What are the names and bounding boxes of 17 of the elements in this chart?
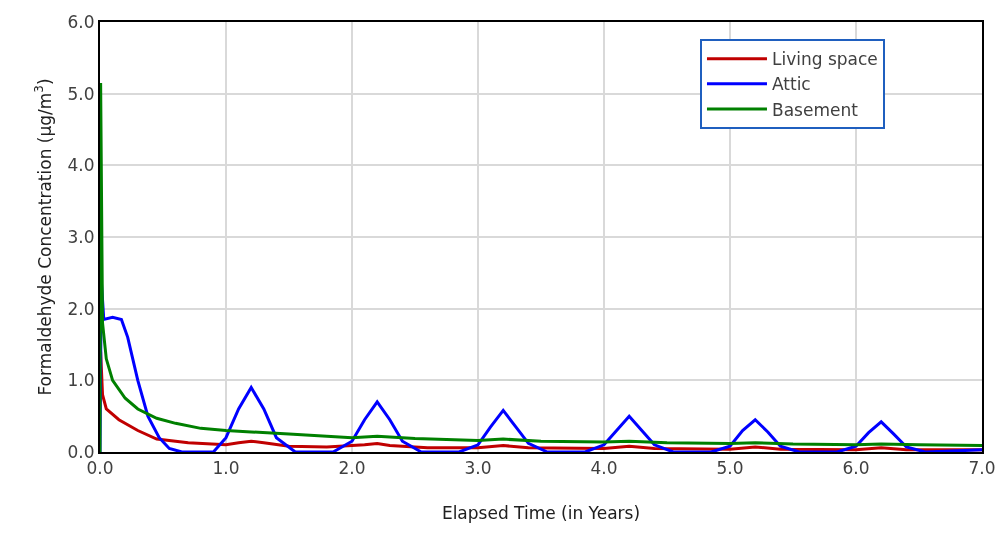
y-tick-label: 4.0 [67,155,95,176]
x-tick-label: 6.0 [842,458,870,479]
y-tick-label: 5.0 [67,83,95,104]
legend-label: Living space [771,49,878,70]
x-tick-label: 7.0 [968,458,996,479]
y-tick-label: 3.0 [67,226,95,247]
y-tick-label: 2.0 [67,298,95,319]
x-tick-label: 5.0 [716,458,744,479]
x-axis-title: Elapsed Time (in Years) [441,503,641,524]
y-tick-label: 1.0 [67,370,95,391]
x-tick-label: 2.0 [338,458,366,479]
x-tick-label: 4.0 [590,458,618,479]
x-tick-label: 3.0 [464,458,492,479]
y-tick-label: 6.0 [67,11,95,32]
x-tick-label: 1.0 [212,458,240,479]
legend-label: Basement [771,99,859,120]
legend-label: Attic [771,74,811,95]
